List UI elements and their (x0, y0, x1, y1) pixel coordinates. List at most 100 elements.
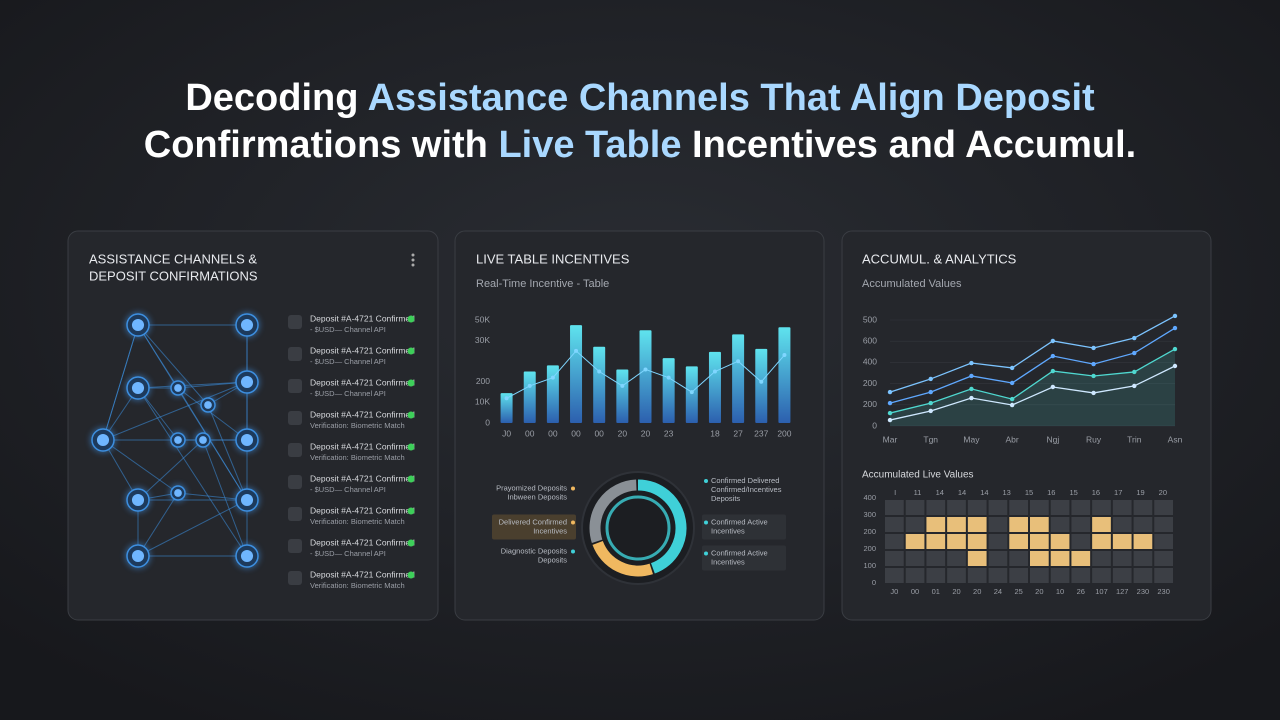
column-label: 230 (1137, 587, 1150, 596)
item-icon (288, 571, 302, 585)
heat-cell (1092, 534, 1111, 549)
bar (732, 334, 745, 423)
legend-dot (571, 520, 575, 525)
legend-box (702, 545, 786, 571)
item-icon (288, 411, 302, 425)
node-core (131, 381, 145, 395)
title-segment: Confirmations with (144, 124, 499, 166)
status-check (407, 507, 415, 515)
series-point (1172, 325, 1178, 331)
item-title: Deposit #A-4721 Confirmed (310, 537, 415, 547)
heat-cell (1009, 500, 1028, 515)
bar (500, 393, 513, 423)
y-tick-label: 200 (476, 376, 490, 386)
row-label: 300 (863, 510, 876, 519)
heat-cell (1050, 517, 1070, 532)
node-core (240, 549, 254, 563)
series-point (969, 373, 974, 379)
heat-cell (1030, 500, 1049, 515)
trend-point (574, 348, 579, 353)
heat-cell (905, 551, 925, 566)
bar (778, 327, 791, 423)
item-detail: - $USD— Channel API (310, 389, 386, 398)
y-tick-label: 200 (863, 378, 877, 388)
node-core (174, 436, 182, 444)
title-segment: Incentives and Accumul. (681, 124, 1136, 166)
heat-cell (1030, 534, 1049, 549)
network-edge (137, 381, 248, 389)
heat-cell (1133, 551, 1153, 566)
column-label: 20 (1159, 488, 1167, 497)
heat-cell (1050, 568, 1070, 583)
trend-point (597, 369, 602, 374)
x-tick-label: Ngj (1046, 434, 1059, 444)
heat-cell (947, 568, 966, 583)
series-point (1050, 338, 1056, 344)
y-tick-label: 600 (863, 335, 877, 345)
trend-point (712, 369, 717, 374)
trend-point (504, 396, 509, 401)
series-point (969, 395, 974, 401)
item-title: Deposit #A-4721 Confirmed (310, 569, 415, 579)
heat-cell (885, 517, 904, 532)
column-label: 26 (1077, 587, 1085, 596)
heat-cell (967, 534, 987, 549)
column-label: 16 (1092, 488, 1100, 497)
heat-cell (926, 568, 946, 583)
heat-cell (1133, 534, 1153, 549)
x-tick-label: J0 (502, 428, 511, 438)
item-title: Deposit #A-4721 Confirmed (310, 473, 415, 483)
trend-point (782, 353, 787, 358)
heat-cell (1030, 568, 1049, 583)
heat-cell (1154, 534, 1173, 549)
legend-label: Delivered Confirmed (499, 517, 567, 526)
column-label: 15 (1069, 488, 1077, 497)
item-title: Deposit #A-4721 Confirmed (310, 313, 415, 323)
item-title: Deposit #A-4721 Confirmed (310, 441, 415, 451)
heat-cell (1009, 517, 1028, 532)
item-title: Deposit #A-4721 Confirmed (310, 377, 415, 387)
node-core (240, 493, 254, 507)
column-label: 00 (911, 587, 919, 596)
x-tick-label: Abr (1006, 434, 1019, 444)
node-core (131, 493, 145, 507)
series-point (1132, 369, 1137, 375)
legend-box (492, 514, 576, 540)
heat-cell (1133, 517, 1153, 532)
heat-cell (988, 517, 1008, 532)
y-tick-label: 200 (863, 399, 877, 409)
x-tick-label: 237 (754, 428, 768, 438)
heat-cell (1154, 500, 1173, 515)
donut-segment (589, 479, 637, 543)
column-label: J0 (890, 587, 898, 596)
node-core (174, 489, 182, 497)
menu-icon[interactable] (411, 253, 415, 267)
donut-inner-ring (605, 495, 671, 561)
heat-cell (1112, 500, 1132, 515)
heat-cell (967, 551, 987, 566)
series-line (889, 348, 1176, 414)
x-tick-label: Ruy (1086, 434, 1102, 444)
heat-cell (1133, 500, 1153, 515)
y-tick-label: 500 (863, 314, 877, 324)
bar (616, 369, 629, 423)
item-detail: - $USD— Channel API (310, 485, 386, 494)
heat-cell (947, 534, 966, 549)
series-line (889, 315, 1176, 393)
column-label: 24 (994, 587, 1002, 596)
node-core (240, 375, 254, 389)
heat-cell (885, 534, 904, 549)
item-detail: Verification: Biometric Match (310, 453, 405, 462)
column-label: 01 (932, 587, 940, 596)
x-tick-label: May (963, 434, 980, 444)
page-title: Confirmations with Live Table Incentives… (144, 124, 1136, 166)
x-tick-label: 00 (548, 428, 558, 438)
heat-cell (885, 551, 904, 566)
row-label: 400 (863, 493, 876, 502)
heat-cell (926, 534, 946, 549)
heat-cell (967, 568, 987, 583)
y-tick-label: 0 (485, 417, 490, 427)
node-core (204, 401, 212, 409)
item-icon (288, 539, 302, 553)
